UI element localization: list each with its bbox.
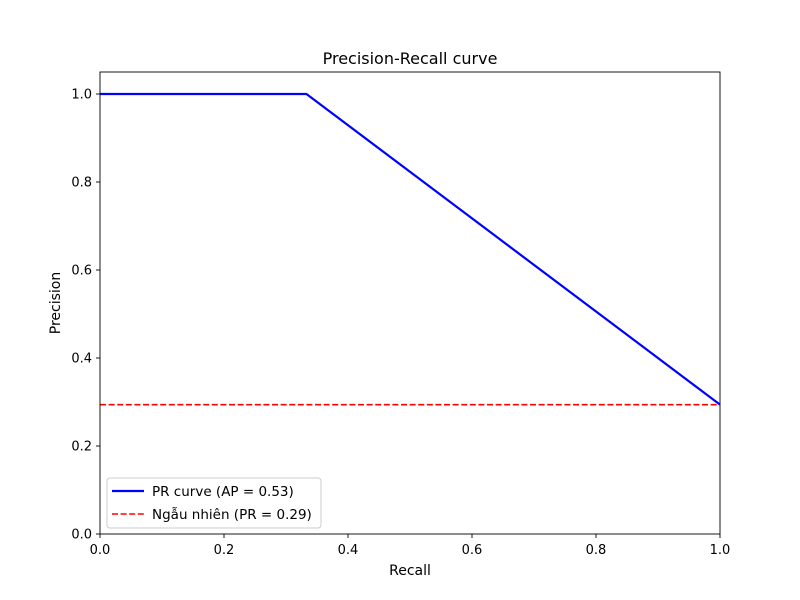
y-tick-label: 0.6 xyxy=(71,264,92,279)
legend: PR curve (AP = 0.53) Ngẫu nhiên (PR = 0.2… xyxy=(106,477,322,529)
x-tick-label: 0.4 xyxy=(338,543,359,558)
x-tick-label: 0.8 xyxy=(586,543,607,558)
legend-label-1: Ngẫu nhiên (PR = 0.29) xyxy=(152,506,312,523)
y-axis-label: Precision xyxy=(48,272,64,334)
y-tick-label: 0.2 xyxy=(71,440,92,455)
x-tick-label: 0.2 xyxy=(214,543,235,558)
legend-label-0: PR curve (AP = 0.53) xyxy=(152,484,294,500)
x-axis-label: Recall xyxy=(389,563,431,579)
y-tick-label: 1.0 xyxy=(71,88,92,103)
legend-box xyxy=(106,477,322,529)
series-line-0 xyxy=(100,92,721,406)
plot-frame xyxy=(99,71,721,535)
x-tick-label: 1.0 xyxy=(710,543,731,558)
y-tick-label: 0.8 xyxy=(71,176,92,191)
y-tick-label: 0.0 xyxy=(71,528,92,543)
x-tick-label: 0.6 xyxy=(462,543,483,558)
chart-title: Precision-Recall curve xyxy=(323,49,498,68)
y-tick-label: 0.4 xyxy=(71,352,92,367)
x-tick-label: 0.0 xyxy=(90,543,111,558)
